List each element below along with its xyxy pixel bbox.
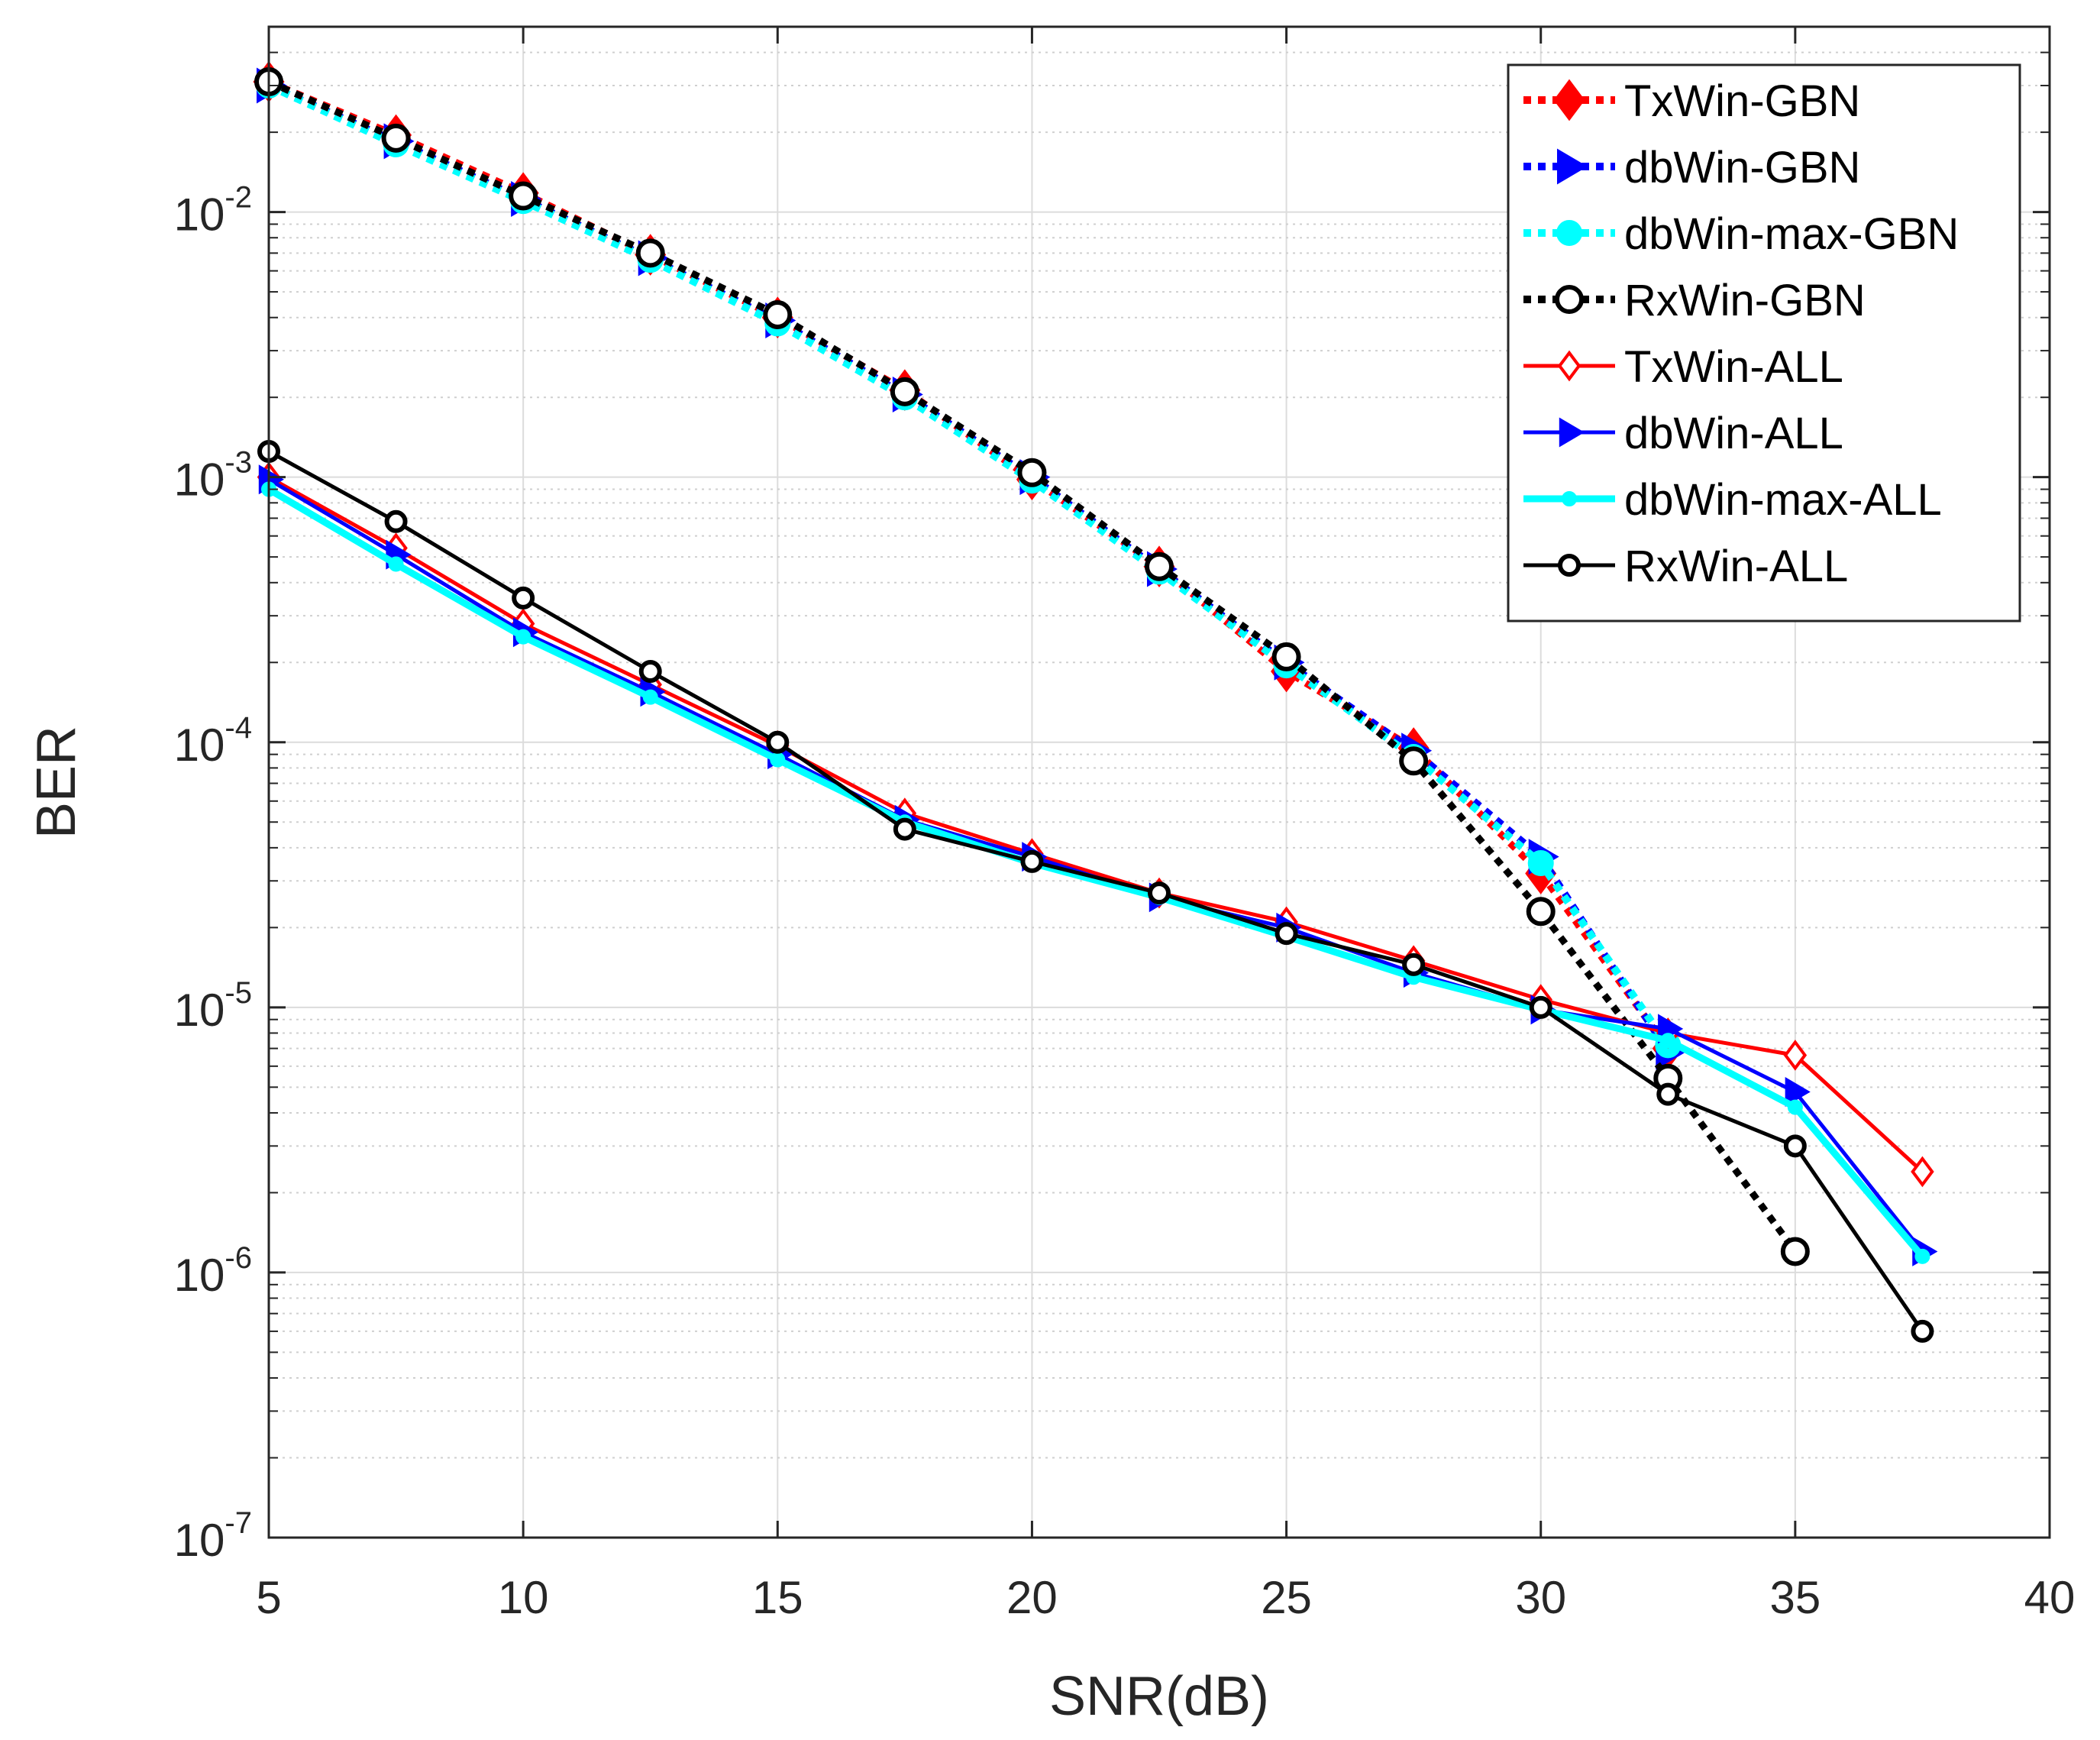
data-point xyxy=(1020,849,1044,873)
data-point xyxy=(766,730,790,754)
data-point xyxy=(512,586,535,610)
legend-marker xyxy=(1555,285,1584,314)
data-point xyxy=(1911,1319,1934,1343)
data-point xyxy=(1780,1237,1810,1266)
legend-label: dbWin-max-GBN xyxy=(1624,209,1959,259)
legend-label: TxWin-ALL xyxy=(1624,342,1843,392)
x-tick-label: 25 xyxy=(1261,1572,1312,1623)
data-point xyxy=(388,556,404,572)
x-axis-label: SNR(dB) xyxy=(1049,1666,1269,1727)
series-line xyxy=(267,486,1925,1259)
legend-entry: dbWin-max-ALL xyxy=(1523,475,1942,525)
legend-marker xyxy=(1557,148,1588,185)
legend-marker xyxy=(1559,417,1585,448)
series-line xyxy=(267,82,1672,1048)
x-tick-label: 20 xyxy=(1006,1572,1058,1623)
legend-box xyxy=(1507,63,2021,623)
data-point xyxy=(1399,746,1429,776)
legend-label: RxWin-GBN xyxy=(1624,276,1866,325)
data-point xyxy=(642,689,658,705)
data-point xyxy=(770,752,786,768)
y-tick-label: 10-5 xyxy=(174,976,252,1036)
legend: TxWin-GBN dbWin-GBN dbWin-max-GBN RxWin-GBN… xyxy=(1507,63,2021,623)
series-group xyxy=(253,60,1938,1343)
data-point xyxy=(1911,1156,1934,1188)
legend-marker xyxy=(1553,79,1585,121)
series-line xyxy=(267,82,1672,1054)
data-point xyxy=(890,377,919,406)
legend-entry: dbWin-GBN xyxy=(1523,143,1860,192)
ticks: 5 10 15 20 25 30 35 40 10-7 10-6 10-5 10-4 10-3 10-2 xyxy=(174,26,2076,1623)
legend-entry: RxWin-ALL xyxy=(1523,542,1848,591)
legend-label: dbWin-GBN xyxy=(1624,143,1860,192)
data-point xyxy=(1526,897,1556,927)
x-tick-label: 30 xyxy=(1515,1572,1566,1623)
data-point xyxy=(1145,551,1174,581)
series-rxwin-all xyxy=(257,440,1934,1343)
data-point xyxy=(1785,1076,1811,1107)
y-tick-label: 10-6 xyxy=(174,1241,252,1301)
y-tick-label: 10-4 xyxy=(174,711,252,771)
legend-marker xyxy=(1556,220,1582,246)
legend-marker xyxy=(1562,491,1577,506)
legend-entry: TxWin-GBN xyxy=(1523,76,1860,126)
legend-entry: dbWin-max-GBN xyxy=(1523,209,1959,259)
data-point xyxy=(1275,922,1298,946)
x-tick-label: 10 xyxy=(498,1572,549,1623)
y-axis-label: BER xyxy=(26,726,87,839)
data-point xyxy=(635,238,665,268)
data-point xyxy=(1914,1248,1930,1264)
data-point xyxy=(1402,952,1426,976)
plot-frame xyxy=(267,25,2051,1539)
data-point xyxy=(1271,642,1301,671)
data-point xyxy=(638,660,662,684)
x-tick-label: 5 xyxy=(256,1572,281,1623)
legend-label: TxWin-GBN xyxy=(1624,76,1860,126)
series-line xyxy=(267,449,1924,1333)
data-point xyxy=(1017,458,1047,487)
data-point xyxy=(384,509,408,533)
data-point xyxy=(1529,995,1552,1019)
data-point xyxy=(1783,1134,1807,1158)
data-point xyxy=(1148,881,1171,905)
legend-entry: TxWin-ALL xyxy=(1523,342,1843,392)
y-tick-label: 10-7 xyxy=(174,1506,252,1566)
legend-label: dbWin-ALL xyxy=(1624,409,1843,458)
data-point xyxy=(763,299,793,329)
legend-label: RxWin-ALL xyxy=(1624,542,1848,591)
legend-marker xyxy=(1558,554,1581,577)
data-point xyxy=(1527,850,1554,877)
data-point xyxy=(1656,1082,1680,1106)
legend-marker xyxy=(1557,350,1581,382)
data-point xyxy=(1660,1033,1676,1049)
x-tick-label: 40 xyxy=(2024,1572,2076,1623)
y-tick-label: 10-3 xyxy=(174,446,252,506)
legend-entry: RxWin-GBN xyxy=(1523,276,1866,325)
legend-label: dbWin-max-ALL xyxy=(1624,475,1942,525)
data-point xyxy=(509,181,538,211)
data-point xyxy=(1787,1099,1803,1115)
data-point xyxy=(381,123,411,153)
x-tick-label: 35 xyxy=(1769,1572,1821,1623)
data-point xyxy=(893,817,916,841)
x-tick-label: 15 xyxy=(752,1572,803,1623)
y-tick-label: 10-2 xyxy=(174,181,252,241)
data-point xyxy=(1783,1040,1808,1071)
data-point xyxy=(515,629,531,645)
series-rxwin-gbn xyxy=(254,67,1810,1266)
legend-entry: dbWin-ALL xyxy=(1523,409,1843,458)
